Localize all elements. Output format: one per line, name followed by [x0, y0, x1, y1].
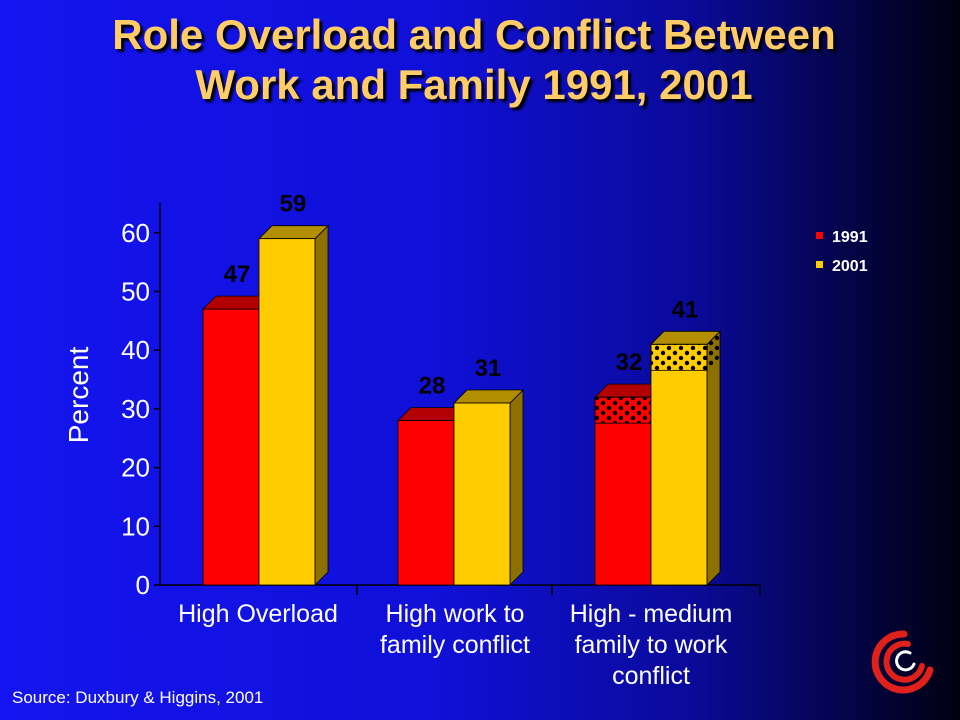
- x-category-label: family conflict: [380, 631, 530, 659]
- y-tick-label: 20: [121, 453, 150, 483]
- data-label-1-1: 31: [475, 355, 502, 382]
- bar-0-1: [258, 238, 316, 586]
- bar-pattern-2-0: [594, 396, 652, 424]
- logo-icon: [871, 630, 934, 694]
- x-category-label: High work to: [386, 600, 525, 628]
- data-label-0-0: 47: [224, 261, 251, 288]
- legend-label-1991: 1991: [832, 229, 868, 246]
- legend-label-2001: 2001: [832, 258, 868, 275]
- chart-title-line-2: Work and Family 1991, 2001: [195, 61, 753, 108]
- x-category-label: family to work: [575, 631, 728, 659]
- y-tick-label: 60: [121, 218, 150, 248]
- y-tick-label: 30: [121, 394, 150, 424]
- bar-side-1-1: [509, 389, 524, 586]
- bar-side-0-1: [314, 224, 329, 586]
- y-tick-label: 50: [121, 277, 150, 307]
- bar-0-0: [202, 308, 260, 586]
- legend-swatch-1991: [816, 232, 823, 239]
- chart-title: Role Overload and Conflict Between Work …: [0, 10, 948, 110]
- bar-2-0: [594, 396, 652, 586]
- bar-1-0: [397, 420, 455, 586]
- source-note: Source: Duxbury & Higgins, 2001: [12, 688, 264, 707]
- y-tick-label: 10: [121, 511, 150, 541]
- data-label-2-1: 41: [672, 296, 699, 323]
- y-axis-title: Percent: [63, 347, 94, 444]
- y-tick-label: 0: [136, 570, 150, 600]
- y-tick-label: 40: [121, 335, 150, 365]
- legend-swatch-2001: [816, 261, 823, 268]
- x-category-label: High Overload: [178, 600, 338, 628]
- data-label-0-1: 59: [280, 191, 307, 218]
- x-category-label: High - medium: [570, 600, 733, 628]
- data-label-2-0: 32: [616, 349, 643, 376]
- data-label-1-0: 28: [419, 373, 446, 400]
- bar-side-2-1: [706, 330, 721, 586]
- bar-1-1: [453, 402, 511, 586]
- bar-side-pattern-2-1: [707, 331, 720, 371]
- bar-pattern-2-1: [650, 343, 708, 371]
- x-category-label: conflict: [612, 662, 690, 690]
- chart-title-line-1: Role Overload and Conflict Between: [112, 11, 836, 58]
- bar-2-1: [650, 343, 708, 586]
